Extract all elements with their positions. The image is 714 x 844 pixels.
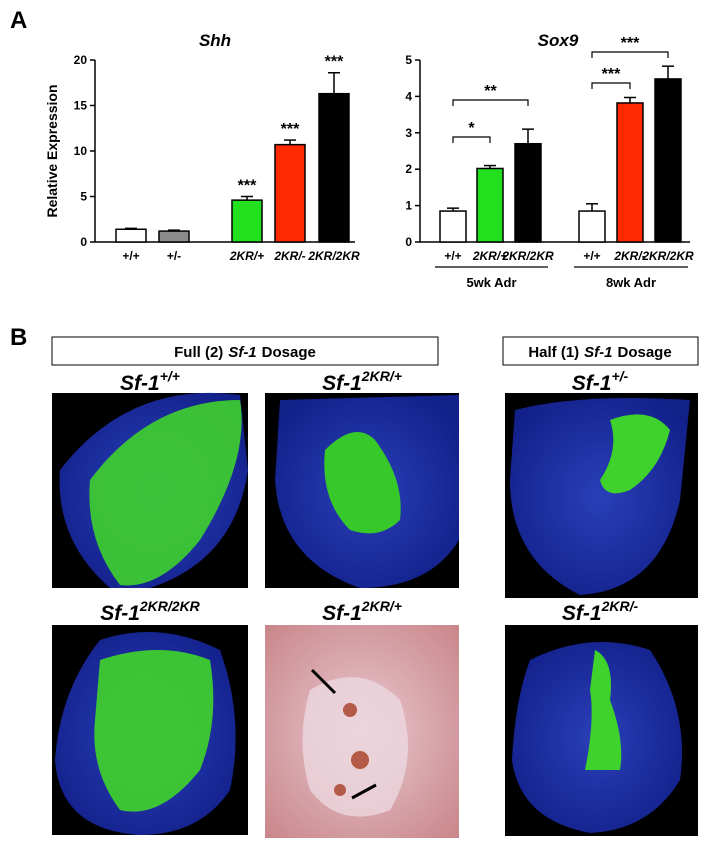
bar — [654, 78, 682, 243]
y-tick-label: 5 — [405, 53, 412, 67]
bar — [616, 102, 644, 243]
bar — [158, 230, 190, 243]
section-text: Dosage — [262, 344, 316, 361]
y-tick-label: 2 — [405, 162, 412, 176]
section-text: Dosage — [618, 344, 672, 361]
gene-name: Sf-1 — [120, 372, 160, 395]
genotype: +/- — [611, 368, 628, 384]
image-title: Sf-12KR/+ — [322, 598, 402, 625]
bar — [476, 167, 504, 243]
panel-label: B — [10, 324, 27, 351]
micrograph — [52, 625, 248, 835]
gene-name: Sf-1 — [562, 602, 602, 625]
significance: *** — [281, 121, 300, 138]
group-label: 8wk Adr — [606, 275, 656, 290]
x-tick-label: +/+ — [583, 249, 600, 263]
genotype: 2KR/+ — [361, 598, 402, 614]
panel-label: A — [10, 7, 27, 34]
genotype: 2KR/- — [601, 598, 639, 614]
x-tick-label: 2KR/- — [273, 249, 305, 263]
bar — [231, 199, 263, 243]
y-tick-label: 5 — [80, 190, 87, 204]
comparison-label: * — [468, 120, 475, 137]
section-header: Half (1) Sf-1 Dosage — [528, 344, 671, 361]
comparison-bracket — [591, 51, 669, 58]
y-tick-label: 10 — [74, 144, 88, 158]
x-tick-label: 2KR/+ — [472, 249, 507, 263]
comparison-bracket — [591, 82, 631, 89]
x-tick-label: 2KR/2KR — [307, 249, 360, 263]
image-title: Sf-12KR/+ — [322, 368, 402, 395]
x-tick-label: +/+ — [444, 249, 461, 263]
x-tick-label: 2KR/+ — [229, 249, 264, 263]
section-text: Half (1) — [528, 344, 579, 361]
comparison-bracket — [452, 136, 491, 143]
micrograph — [265, 393, 459, 588]
comparison-label: ** — [484, 83, 497, 100]
image-title: Sf-1+/+ — [120, 368, 180, 395]
gene-name: Sf-1 — [322, 602, 362, 625]
bar — [318, 92, 350, 243]
y-axis-label: Relative Expression — [44, 84, 60, 217]
micrograph — [265, 625, 459, 838]
y-tick-label: 1 — [405, 199, 412, 213]
significance: *** — [325, 54, 344, 71]
chart-title: Sox9 — [538, 31, 579, 50]
bar — [115, 228, 147, 243]
gene-name: Sf-1 — [572, 372, 612, 395]
y-tick-label: 3 — [405, 126, 412, 140]
y-tick-label: 20 — [74, 53, 88, 67]
chart-title: Shh — [199, 31, 231, 50]
bar — [578, 210, 606, 243]
x-tick-label: 2KR/2KR — [641, 249, 694, 263]
gene-name: Sf-1 — [100, 602, 140, 625]
y-tick-label: 0 — [80, 235, 87, 249]
comparison-bracket — [452, 99, 529, 106]
micrograph — [52, 392, 249, 588]
x-tick-label: +/+ — [122, 249, 139, 263]
section-box — [502, 336, 699, 366]
comparison-label: *** — [621, 35, 640, 52]
bar — [274, 143, 306, 243]
y-tick-label: 15 — [74, 99, 88, 113]
image-title: Sf-12KR/- — [562, 598, 639, 625]
genotype: 2KR/+ — [361, 368, 402, 384]
bar — [514, 142, 542, 243]
comparison-label: *** — [602, 66, 621, 83]
x-tick-label: +/- — [167, 249, 181, 263]
x-tick-label: 2KR/- — [613, 249, 645, 263]
image-title: Sf-1+/- — [572, 368, 629, 395]
section-text: Sf-1 — [228, 344, 256, 361]
y-tick-label: 0 — [405, 235, 412, 249]
section-header: Full (2) Sf-1 Dosage — [174, 344, 316, 361]
significance: *** — [238, 178, 257, 195]
image-title: Sf-12KR/2KR — [100, 598, 200, 625]
bar — [439, 210, 467, 243]
micrograph — [505, 393, 698, 598]
section-text: Full (2) — [174, 344, 223, 361]
micrograph — [505, 625, 698, 836]
gene-name: Sf-1 — [322, 372, 362, 395]
section-text: Sf-1 — [584, 344, 612, 361]
x-tick-label: 2KR/2KR — [501, 249, 554, 263]
genotype: 2KR/2KR — [139, 598, 201, 614]
genotype: +/+ — [160, 368, 180, 384]
y-tick-label: 4 — [405, 89, 412, 103]
group-label: 5wk Adr — [466, 275, 516, 290]
section-box — [51, 336, 439, 366]
